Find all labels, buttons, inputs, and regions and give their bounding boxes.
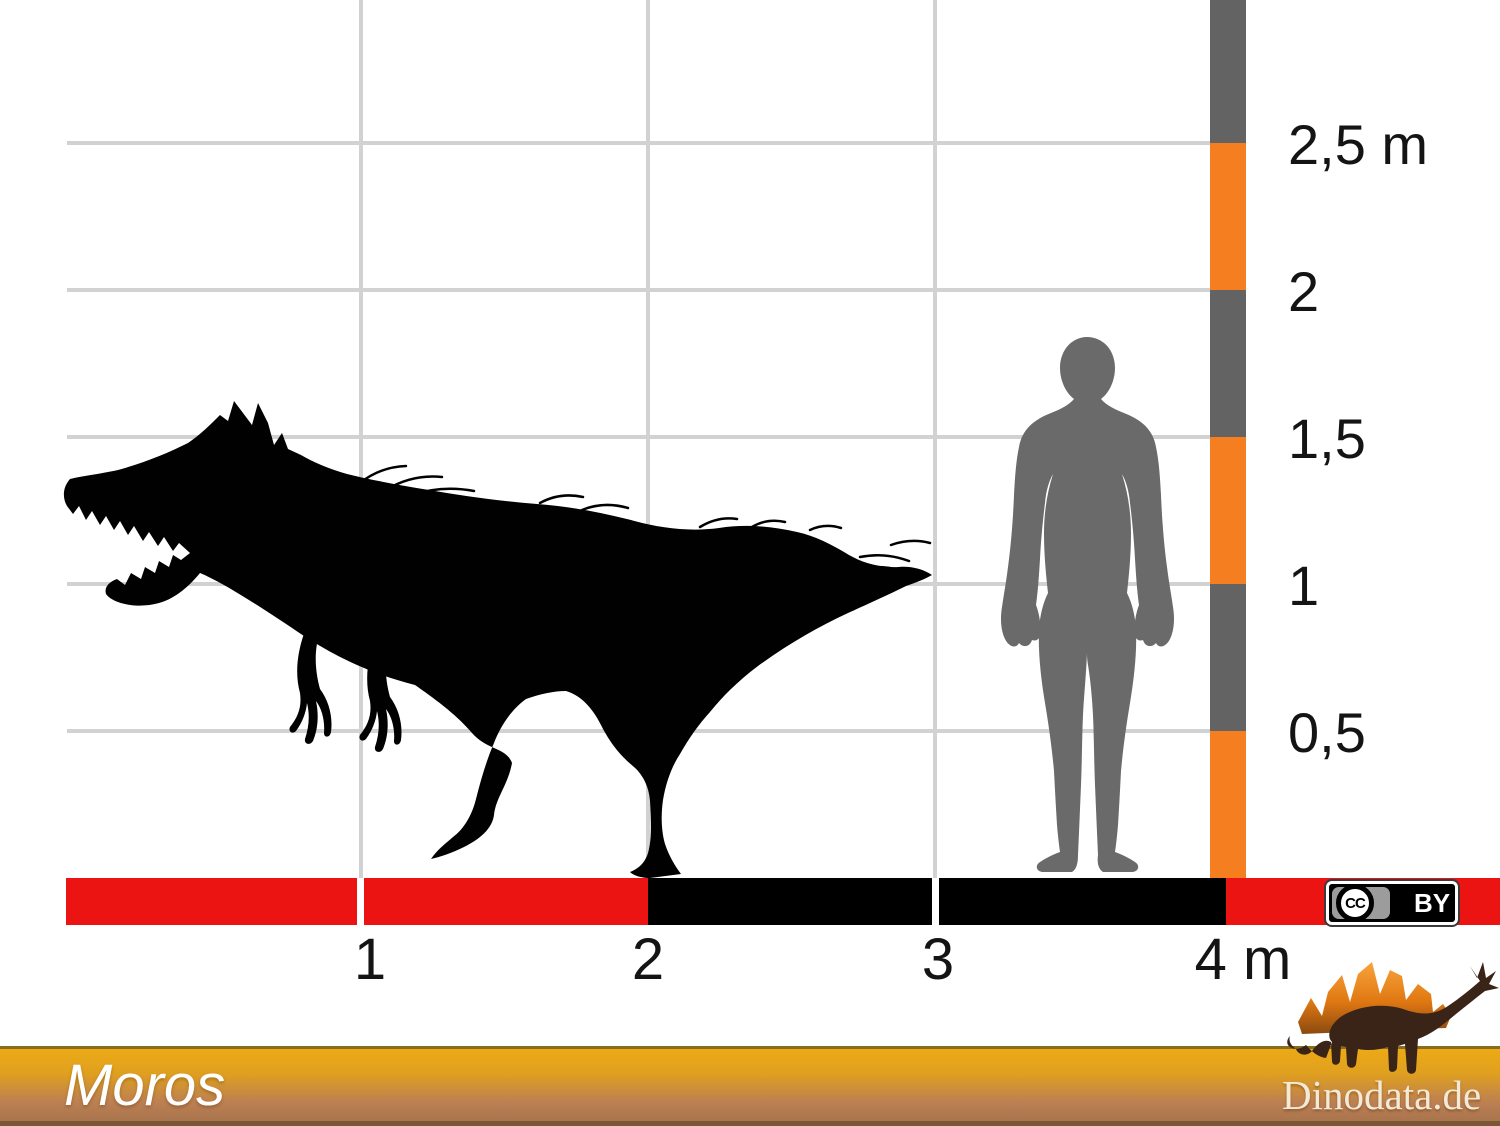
scale-segment — [1210, 584, 1246, 731]
vertical-scale-label: 0,5 — [1288, 701, 1366, 764]
cc-by-label: BY — [1413, 888, 1451, 918]
horizontal-scale-label: 3 — [921, 927, 955, 992]
cc-logo-icon: CC — [1336, 884, 1374, 922]
vertical-scale-label: 2,5 m — [1288, 113, 1429, 176]
gridline-vertical-1m — [359, 0, 363, 878]
scale-segment — [1210, 290, 1246, 437]
moros-arm — [289, 623, 332, 744]
horizontal-scale-label: 2 — [631, 927, 665, 992]
title-banner — [0, 1046, 1500, 1126]
scale-segment — [1210, 0, 1246, 143]
cc-by-license-badge[interactable]: CC BY — [1326, 881, 1458, 925]
scale-tick-3m — [932, 878, 939, 925]
genus-name-label: Moros — [64, 1053, 226, 1118]
scale-segment — [1210, 437, 1246, 584]
gridline-horizontal-2-5m — [67, 141, 1210, 145]
vertical-scale-label: 1,5 — [1288, 407, 1366, 470]
gridline-horizontal-1-5m — [67, 435, 1210, 439]
moros-silhouette — [63, 401, 932, 878]
moros-arm — [359, 629, 402, 752]
scale-segment — [1210, 731, 1246, 878]
site-watermark: Dinodata.de — [1282, 1072, 1482, 1118]
horizontal-scale-bar — [66, 878, 1500, 925]
vertical-scale-label: 1 — [1288, 554, 1320, 617]
vertical-scale-label: 2 — [1288, 260, 1320, 323]
horizontal-scale-label: 1 — [353, 927, 387, 992]
vertical-scale-bar — [1210, 0, 1246, 878]
gridline-horizontal-2m — [67, 288, 1210, 292]
scale-segment — [1210, 143, 1246, 290]
stegosaurus-logo — [1287, 962, 1499, 1074]
horizontal-scale-label: 4 m — [1194, 927, 1292, 992]
human-silhouette — [1001, 337, 1174, 872]
gridline-vertical-2m — [646, 0, 650, 878]
gridline-vertical-3m — [933, 0, 937, 878]
scale-tick-1m — [357, 878, 364, 925]
